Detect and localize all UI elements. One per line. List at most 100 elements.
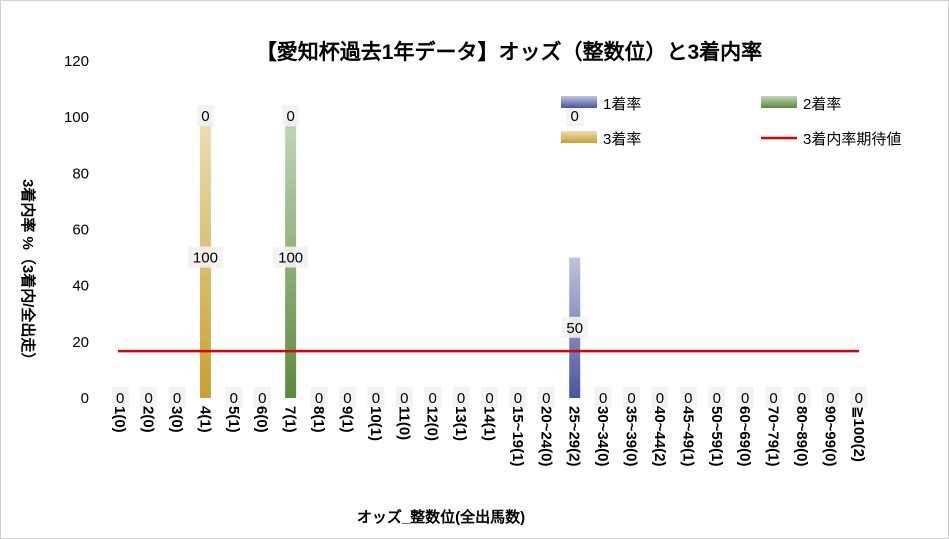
data-label-bg	[793, 387, 811, 408]
x-tick-label: 20~24(0)	[537, 406, 554, 466]
y-tick-label: 60	[72, 222, 89, 239]
data-label-bg	[338, 387, 356, 408]
x-tick-label: 80~89(0)	[793, 406, 810, 466]
x-tick-label: 5(1)	[225, 406, 242, 433]
data-label-bg	[537, 387, 555, 408]
x-tick-label: 14(1)	[481, 406, 498, 441]
data-label-bg	[736, 387, 754, 408]
data-label: 0	[144, 390, 152, 407]
data-label: 0	[258, 390, 266, 407]
data-label-bg	[850, 387, 868, 408]
x-tick-label: 50~59(1)	[708, 406, 725, 466]
data-label-bg	[594, 387, 612, 408]
x-tick-label: 7(1)	[282, 406, 299, 433]
data-label: 100	[193, 250, 218, 267]
data-label: 0	[485, 390, 493, 407]
data-label: 0	[741, 390, 749, 407]
data-label: 0	[173, 390, 181, 407]
data-label: 0	[372, 390, 380, 407]
x-tick-label: 4(1)	[196, 406, 213, 433]
data-labels: 0 0 0 100 0 0 0 100 0 0 0 0 0 0 0 0 0 0 50 0 0 0 0 0 0 0 0 0 0 0	[111, 105, 868, 408]
data-label-bg	[765, 387, 783, 408]
data-label-bg	[367, 387, 385, 408]
data-label: 0	[343, 390, 351, 407]
data-label-bg	[651, 387, 669, 408]
y-tick-label: 80	[72, 165, 89, 182]
y-tick-label: 20	[72, 334, 89, 351]
x-tick-label: 40~44(2)	[651, 406, 668, 466]
data-label: 0	[315, 390, 323, 407]
legend-swatch	[561, 96, 597, 108]
data-label: 0	[116, 390, 124, 407]
x-tick-label: 45~49(1)	[679, 406, 696, 466]
data-label-bg	[509, 387, 527, 408]
data-label: 0	[826, 390, 834, 407]
data-label: 50	[566, 320, 583, 337]
x-tick-label: 1(0)	[111, 406, 128, 433]
x-tick-label: 70~79(1)	[765, 406, 782, 466]
data-label-bg	[273, 246, 309, 268]
data-label-bg	[225, 387, 243, 408]
data-label-bg	[310, 387, 328, 408]
data-label: 0	[684, 390, 692, 407]
data-label-bg	[481, 387, 498, 408]
chart-title: 【愛知杯過去1年データ】オッズ（整数位）と3着内率	[256, 40, 762, 64]
x-tick-label: 90~99(0)	[821, 406, 838, 466]
data-label: 0	[798, 390, 806, 407]
data-label-bg	[623, 387, 641, 408]
x-tick-label: 9(1)	[338, 406, 355, 433]
data-label-bg	[679, 387, 697, 408]
x-tick-label: 35~39(0)	[623, 406, 640, 466]
data-label: 0	[769, 390, 777, 407]
y-tick-label: 100	[64, 109, 89, 126]
x-tick-label: 15~19(1)	[509, 406, 526, 466]
legend-swatch	[561, 131, 597, 143]
data-label-bg	[168, 387, 186, 408]
data-label: 0	[201, 108, 209, 125]
data-label-bg	[561, 316, 588, 338]
data-label-bg	[821, 387, 839, 408]
data-label: 0	[656, 390, 664, 407]
data-label-bg	[282, 105, 300, 127]
data-label: 0	[627, 390, 635, 407]
x-tick-label: 60~69(0)	[736, 406, 753, 466]
data-label: 0	[542, 390, 550, 407]
legend-swatch	[761, 96, 797, 108]
legend-label: 1着率	[603, 96, 641, 113]
x-tick-label: 30~34(0)	[594, 406, 611, 466]
data-label-bg	[424, 387, 442, 408]
data-label-bg	[187, 246, 223, 268]
data-label-bg	[566, 105, 584, 127]
data-label-bg	[196, 105, 214, 127]
x-axis-ticks: 1(0) 2(0) 3(0) 4(1) 5(1) 6(0) 7(1) 8(1) 9(1) 10(1…	[111, 406, 867, 466]
y-axis-title: 3着内率 %（3着内/全出走）	[19, 179, 37, 367]
y-axis-ticks: 0 20 40 60 80 100 120	[64, 53, 89, 407]
legend-label: 3着内率期待値	[803, 131, 901, 148]
data-label-bg	[253, 387, 271, 408]
x-tick-label: 8(1)	[310, 406, 327, 433]
x-tick-label: ≧100(2)	[850, 406, 867, 462]
data-label: 0	[429, 390, 437, 407]
data-label: 0	[457, 390, 465, 407]
x-tick-label: 3(0)	[168, 406, 185, 433]
data-label-bg	[708, 387, 726, 408]
data-label: 0	[230, 390, 238, 407]
data-label-bg	[395, 387, 413, 408]
data-label: 0	[571, 108, 579, 125]
x-tick-label: 13(1)	[452, 406, 469, 441]
legend: 1着率 2着率 3着率 3着内率期待値	[561, 96, 901, 148]
data-label-bg	[111, 387, 129, 408]
data-label-bg	[452, 387, 470, 408]
legend-label: 2着率	[803, 96, 841, 113]
x-tick-label: 11(0)	[395, 406, 412, 440]
y-tick-label: 0	[81, 390, 89, 407]
data-label: 0	[713, 390, 721, 407]
x-axis-title: オッズ_整数位(全出馬数)	[357, 508, 525, 526]
x-tick-label: 12(0)	[424, 406, 441, 441]
data-label: 0	[514, 390, 522, 407]
y-tick-label: 40	[72, 278, 89, 295]
data-label: 0	[855, 390, 863, 407]
legend-label: 3着率	[603, 131, 641, 148]
